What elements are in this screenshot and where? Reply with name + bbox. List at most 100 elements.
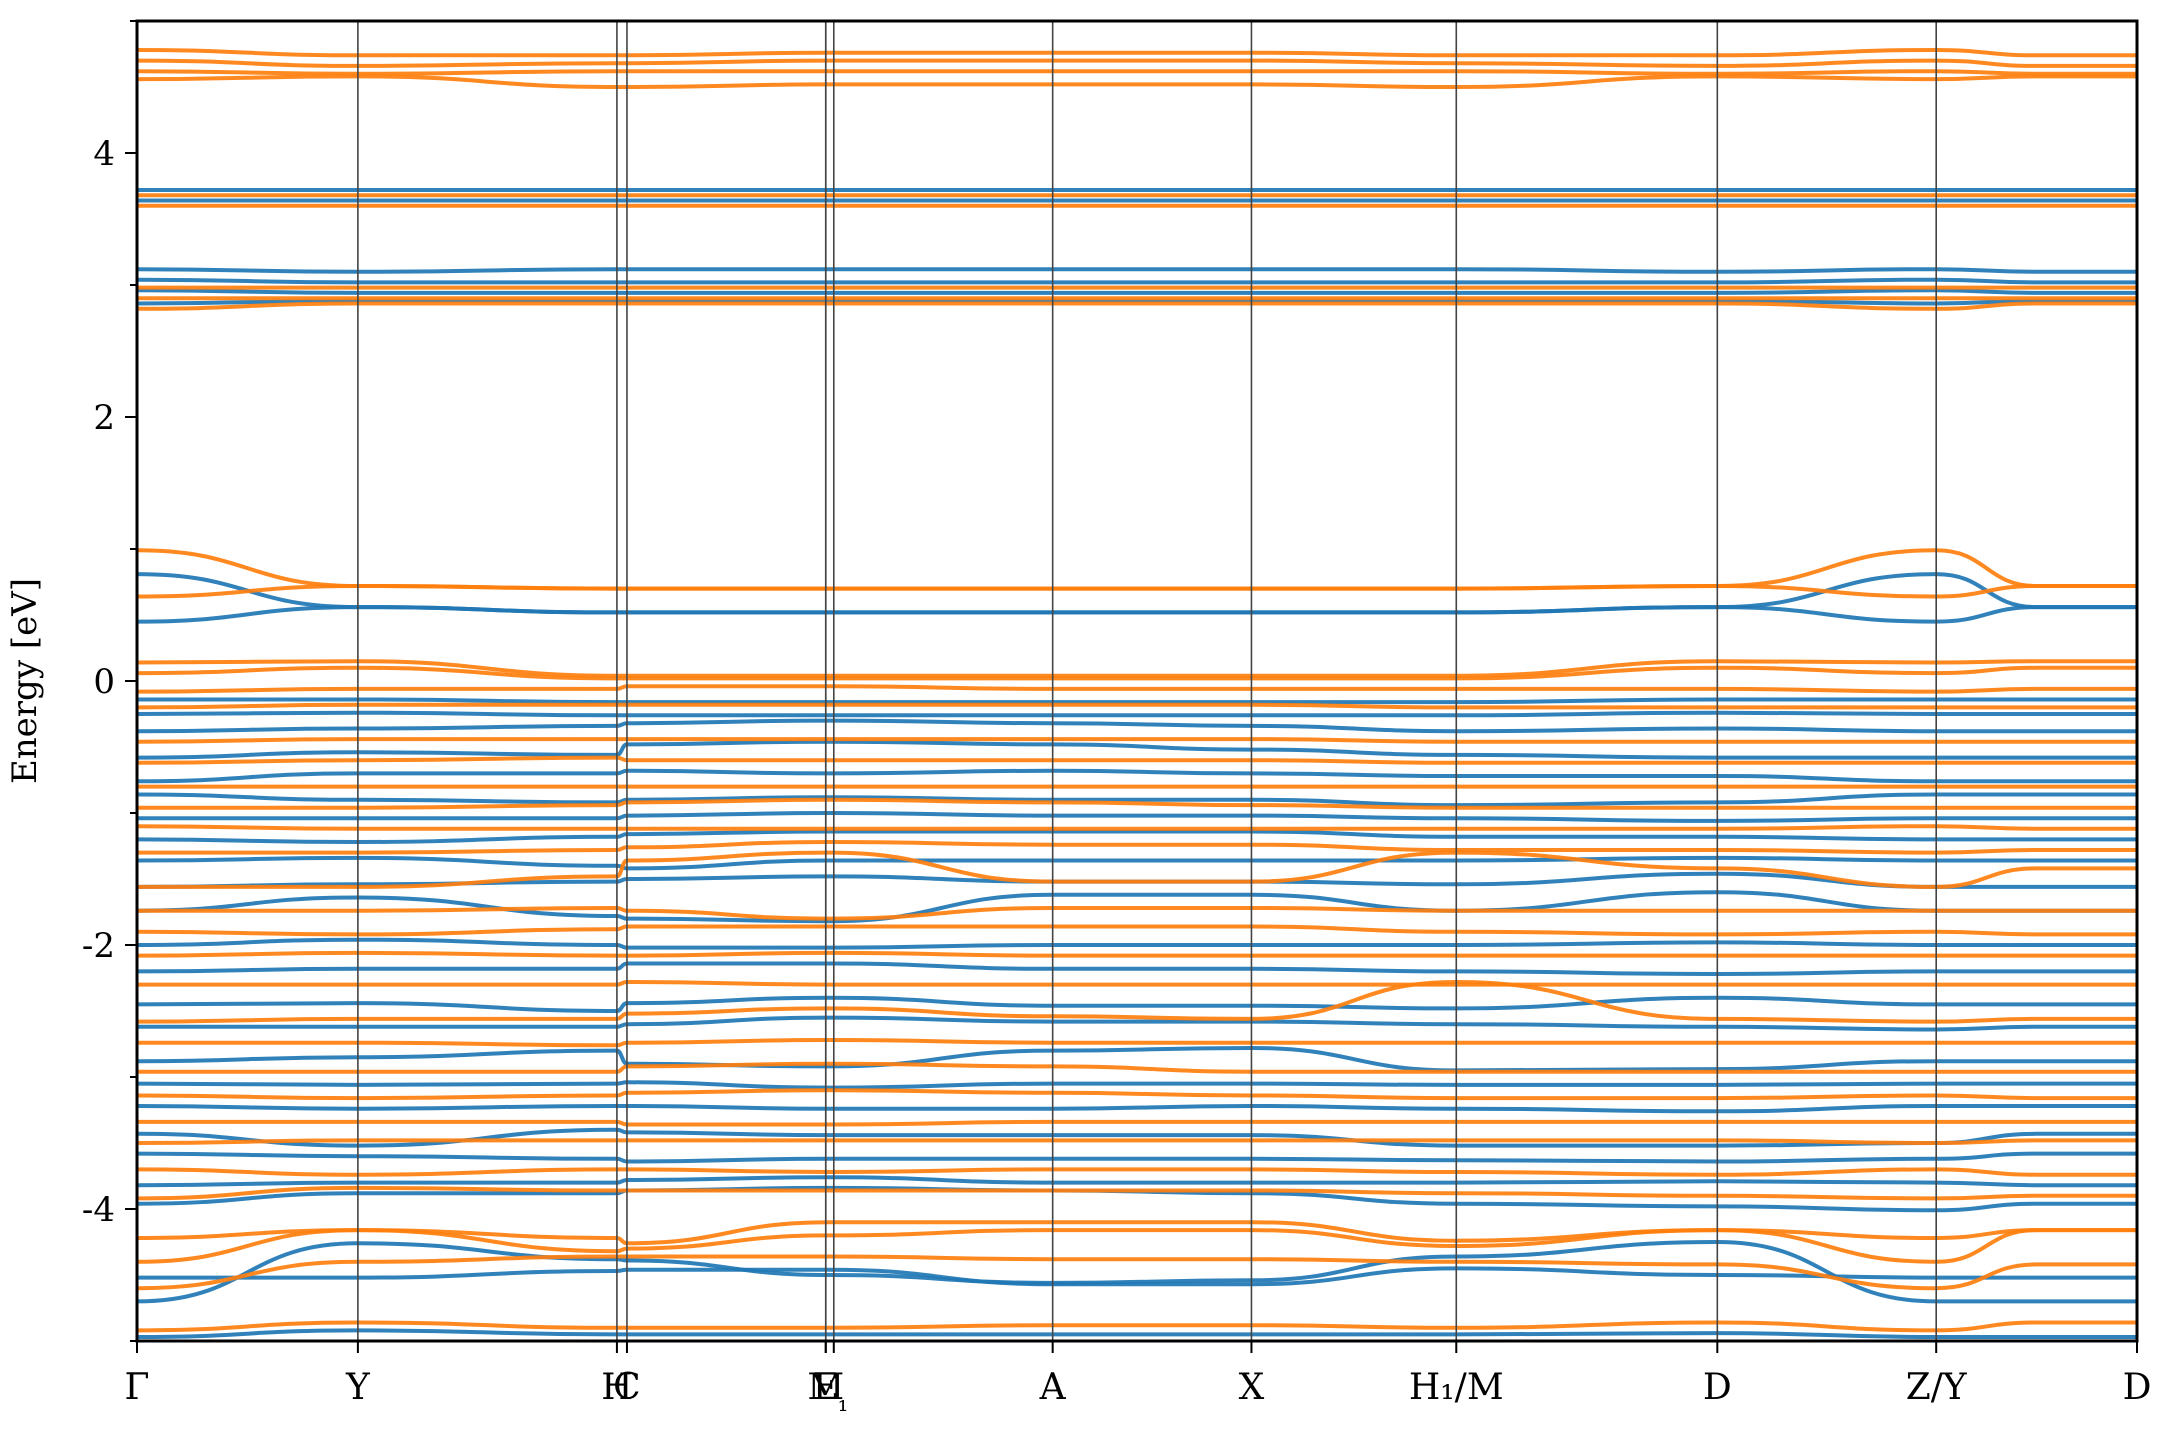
band-line-s1-b1-seg0 [137, 1254, 1457, 1291]
band-line-s1-b4-seg2 [1936, 1193, 2137, 1201]
y-axis-label: Energy [eV] [5, 578, 45, 784]
band-line-s1-b25-seg0 [137, 665, 1457, 681]
band-line-s1-b34-seg1 [1456, 74, 1937, 89]
band-line-s1-b17-seg0 [137, 839, 1457, 855]
band-line-s1-b5-seg1 [1456, 1167, 1937, 1177]
band-line-s1-b6-seg1 [1456, 1138, 1937, 1145]
band-line-s1-b28-seg1 [1456, 548, 1937, 591]
band-line-s0-b20-seg1 [1456, 773, 1937, 784]
band-line-s1-b11-seg2 [1936, 1016, 2137, 1024]
band-line-s0-b5-seg0 [137, 1151, 1457, 1164]
band-line-s0-b28-seg0 [137, 288, 1457, 295]
x-tick-label-0: Γ [125, 1367, 150, 1408]
x-tick-label-9: H₁/M [1409, 1367, 1504, 1408]
band-line-s0-b22-seg1 [1456, 726, 1937, 734]
band-line-s1-b34-seg2 [1936, 74, 2137, 82]
band-line-s1-b8-seg1 [1456, 1093, 1937, 1101]
band-line-s0-b21-seg1 [1456, 752, 1937, 760]
band-line-s1-b17-seg1 [1456, 847, 1937, 855]
band-line-s0-b2-seg1 [1456, 1266, 1937, 1280]
band-line-s0-b26-seg2 [1936, 572, 2137, 610]
band-line-s0-b30-seg0 [137, 267, 1457, 274]
band-line-s1-b18-seg1 [1456, 824, 1937, 831]
band-line-s1-b37-seg1 [1456, 48, 1937, 58]
band-line-s0-b29-seg1 [1456, 277, 1937, 285]
band-line-s0-b27-seg0 [137, 298, 1457, 306]
band-line-s1-b4-seg1 [1456, 1191, 1937, 1201]
band-line-s1-b22-seg0 [137, 737, 1457, 744]
band-line-s0-b16-seg1 [1456, 855, 1937, 863]
band-line-s0-b4-seg1 [1456, 1179, 1937, 1185]
band-line-s1-b10-seg0 [137, 1037, 1457, 1048]
band-line-s0-b1-seg0 [137, 1241, 1457, 1304]
band-line-s1-b18-seg2 [1936, 824, 2137, 831]
band-line-s0-b17-seg0 [137, 829, 1457, 845]
band-line-s0-b1-seg1 [1456, 1239, 1937, 1304]
band-line-s0-b11-seg0 [137, 995, 1457, 1014]
band-line-s1-b34-seg0 [137, 74, 1457, 89]
x-tick-label-7: A [1039, 1367, 1067, 1408]
bands-layer [137, 48, 2137, 1339]
band-line-s0-b12-seg1 [1456, 969, 1937, 977]
band-line-s0-b28-seg2 [1936, 288, 2137, 295]
high-symmetry-lines [357, 21, 1937, 1341]
x-tick-label-10: D [1703, 1367, 1732, 1408]
band-line-s1-b1-seg2 [1936, 1262, 2137, 1291]
band-line-s0-b9-seg0 [137, 1045, 1457, 1073]
x-tick-label-11: Z/Y [1906, 1367, 1968, 1408]
x-tick-label-4: E [813, 1367, 839, 1408]
band-line-s0-b22-seg0 [137, 718, 1457, 734]
band-line-s0-b25-seg1 [1456, 605, 1937, 624]
band-line-s0-b23-seg0 [137, 710, 1457, 718]
band-line-s0-b13-seg1 [1456, 940, 1937, 947]
band-line-s0-b30-seg2 [1936, 267, 2137, 274]
band-line-s0-b7-seg0 [137, 1103, 1457, 1111]
band-line-s1-b35-seg1 [1456, 69, 1937, 76]
band-line-s0-b16-seg0 [137, 855, 1457, 871]
band-line-s1-b15-seg0 [137, 905, 1457, 921]
band-line-s0-b4-seg0 [137, 1175, 1457, 1188]
band-line-s0-b5-seg1 [1456, 1156, 1937, 1164]
band-line-s0-b12-seg0 [137, 961, 1457, 974]
band-line-s1-b29-seg0 [137, 301, 1457, 311]
band-line-s1-b8-seg2 [1936, 1093, 2137, 1101]
band-line-s0-b25-seg2 [1936, 605, 2137, 624]
band-line-s0-b3-seg1 [1456, 1201, 1937, 1213]
band-line-s0-b14-seg1 [1456, 890, 1937, 913]
band-line-s1-b26-seg2 [1936, 659, 2137, 665]
band-line-s1-b11-seg0 [137, 980, 1457, 1024]
band-line-s1-b0-seg2 [1936, 1320, 2137, 1333]
band-line-s1-b23-seg0 [137, 702, 1457, 710]
band-line-s1-b6-seg0 [137, 1138, 1457, 1145]
band-line-s0-b27-seg2 [1936, 298, 2137, 306]
band-line-s0-b24-seg0 [137, 697, 1457, 705]
band-line-s1-b14-seg2 [1936, 929, 2137, 937]
band-line-s0-b28-seg1 [1456, 288, 1937, 295]
band-line-s0-b8-seg1 [1456, 1081, 1937, 1087]
y-tick-label-4: 4 [93, 134, 115, 174]
band-line-s1-b36-seg1 [1456, 58, 1937, 68]
band-line-s0-b9-seg1 [1456, 1059, 1937, 1073]
y-tick-label-2: 0 [93, 662, 115, 702]
band-line-s1-b6-seg2 [1936, 1138, 2137, 1145]
band-line-s0-b29-seg0 [137, 277, 1457, 285]
x-tick-label-6: ₁ [838, 1388, 848, 1418]
band-line-s1-b28-seg0 [137, 548, 1457, 591]
y-axis: -4 -2 0 2 4 [82, 20, 137, 1342]
band-line-s1-b35-seg2 [1936, 69, 2137, 76]
x-tick-label-8: X [1239, 1367, 1265, 1408]
x-tick-label-3: C [613, 1367, 641, 1408]
band-line-s0-b11-seg1 [1456, 995, 1937, 1011]
band-line-s1-b36-seg0 [137, 58, 1457, 68]
band-line-s0-b5-seg2 [1936, 1151, 2137, 1161]
x-tick-label-12: D [2123, 1367, 2152, 1408]
band-line-s1-b9-seg0 [137, 1061, 1457, 1074]
band-line-s0-b20-seg0 [137, 768, 1457, 784]
band-line-s0-b2-seg0 [137, 1266, 1457, 1287]
band-line-s0-b7-seg1 [1456, 1104, 1937, 1114]
band-line-s1-b5-seg2 [1936, 1167, 2137, 1177]
band-line-s0-b14-seg0 [137, 892, 1457, 924]
x-tick-label-2: H [601, 1367, 632, 1408]
band-line-s0-b0-seg0 [137, 1328, 1457, 1339]
